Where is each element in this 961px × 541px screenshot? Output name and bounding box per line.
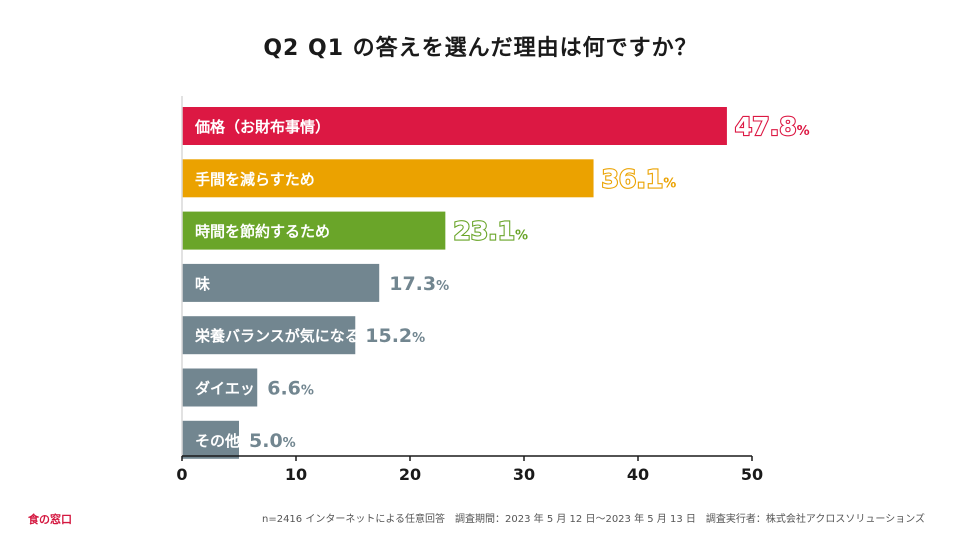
bar-label-4: 味 xyxy=(195,275,210,293)
value-label-5: 15.2% xyxy=(365,325,425,347)
chart-title: Q2 Q1 の答えを選んだ理由は何ですか？ xyxy=(263,36,698,61)
value-label-1: 47.8% xyxy=(735,112,810,141)
brand-logo-text: 食の窓口 xyxy=(28,513,72,526)
value-label-6: 6.6% xyxy=(267,378,314,400)
x-tick-label-30: 30 xyxy=(513,465,535,484)
value-label-3: 23.1% xyxy=(453,217,528,246)
bar-label-3: 時間を節約するため xyxy=(195,223,330,241)
bar-5 xyxy=(182,316,356,355)
x-tick-label-50: 50 xyxy=(741,465,763,484)
x-tick-label-20: 20 xyxy=(399,465,421,484)
value-label-4: 17.3% xyxy=(389,273,449,295)
x-tick-label-10: 10 xyxy=(285,465,307,484)
survey-footnote: n=2416 インターネットによる任意回答 調査期間：2023 年 5 月 12… xyxy=(261,514,925,525)
bar-label-1: 価格（お財布事情） xyxy=(194,118,330,136)
x-tick-label-0: 0 xyxy=(176,465,187,484)
bar-label-5: 栄養バランスが気になるため xyxy=(194,327,390,345)
bar-6 xyxy=(182,368,258,407)
x-axis: 0 10 20 30 40 50 xyxy=(176,96,763,484)
x-tick-label-40: 40 xyxy=(627,465,649,484)
bar-1 xyxy=(182,107,727,145)
bar-2 xyxy=(182,159,594,198)
bar-label-2: 手間を減らすため xyxy=(195,170,315,188)
bar-7 xyxy=(182,420,239,459)
value-label-2: 36.1% xyxy=(602,164,677,193)
bar-label-6: ダイエットをしているため xyxy=(195,380,374,398)
value-label-7: 5.0% xyxy=(249,430,296,452)
bars: 価格（お財布事情） 47.8% 手間を減らすため 36.1% 時間を節約するため 23.1… xyxy=(182,107,810,459)
bar-label-7: その他 xyxy=(195,432,240,450)
bar-4 xyxy=(182,263,380,302)
bar-3 xyxy=(182,211,446,250)
